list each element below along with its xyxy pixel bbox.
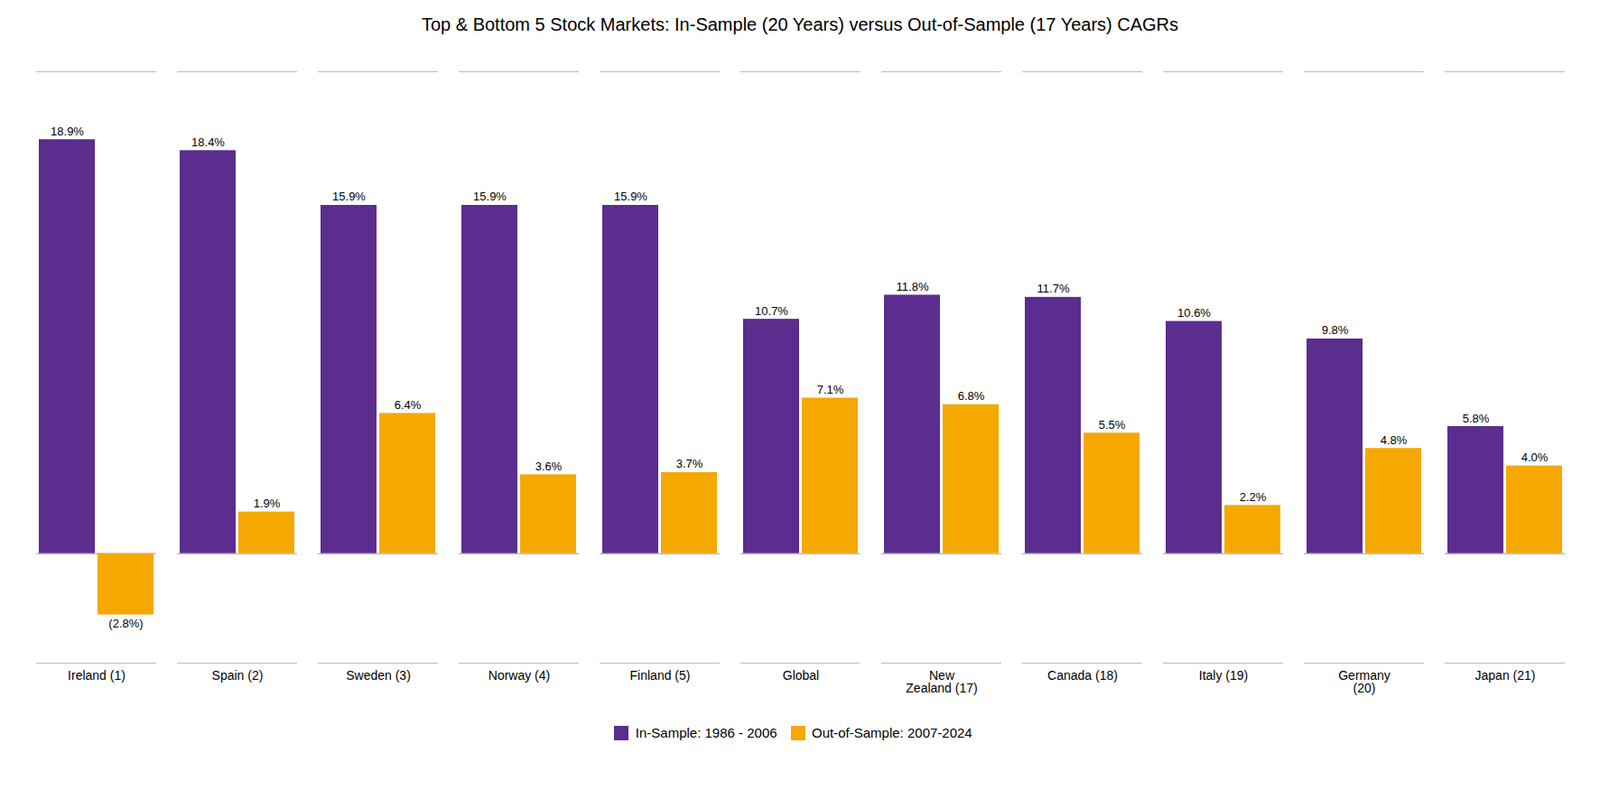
svg-text:7.1%: 7.1%	[817, 382, 845, 397]
svg-text:4.8%: 4.8%	[1380, 433, 1408, 447]
svg-text:Global: Global	[782, 668, 819, 683]
svg-text:6.8%: 6.8%	[958, 389, 986, 403]
svg-text:4.0%: 4.0%	[1521, 450, 1549, 465]
svg-text:Norway (4): Norway (4)	[488, 668, 550, 683]
svg-text:Ireland (1): Ireland (1)	[67, 668, 126, 683]
svg-text:10.6%: 10.6%	[1177, 306, 1211, 320]
svg-text:11.7%: 11.7%	[1037, 281, 1070, 296]
svg-text:3.7%: 3.7%	[676, 456, 704, 471]
svg-text:5.5%: 5.5%	[1098, 418, 1126, 432]
svg-text:15.9%: 15.9%	[332, 189, 366, 204]
html-text:Out-of-Sample: 2007-2024: Out-of-Sample: 2007-2024	[811, 725, 973, 741]
svg-text:9.8%: 9.8%	[1321, 323, 1349, 337]
svg-text:(2.8%): (2.8%)	[108, 616, 143, 631]
svg-text:15.9%: 15.9%	[613, 189, 648, 204]
svg-text:6.4%: 6.4%	[394, 398, 422, 412]
html-text:Top & Bottom 5 Stock Markets:: Top & Bottom 5 Stock Markets: In-Sample …	[421, 14, 1179, 35]
html-text:In-Sample: 1986 - 2006: In-Sample: 1986 - 2006	[635, 725, 778, 741]
svg-text:Germany(20): Germany(20)	[1338, 668, 1391, 696]
svg-text:1.9%: 1.9%	[253, 496, 281, 511]
svg-text:2.2%: 2.2%	[1239, 490, 1267, 504]
svg-text:18.4%: 18.4%	[191, 135, 225, 149]
svg-text:NewZealand (17): NewZealand (17)	[905, 668, 977, 696]
svg-text:Spain (2): Spain (2)	[212, 668, 264, 683]
svg-text:5.8%: 5.8%	[1462, 411, 1490, 426]
svg-text:15.9%: 15.9%	[473, 189, 507, 204]
svg-text:Japan (21): Japan (21)	[1475, 668, 1536, 683]
svg-text:Sweden (3): Sweden (3)	[345, 668, 411, 683]
svg-text:10.7%: 10.7%	[754, 304, 789, 318]
svg-text:18.9%: 18.9%	[50, 124, 84, 139]
svg-text:Italy (19): Italy (19)	[1199, 668, 1248, 683]
svg-text:3.6%: 3.6%	[535, 459, 563, 474]
svg-text:Finland (5): Finland (5)	[630, 668, 691, 683]
svg-text:11.8%: 11.8%	[896, 279, 930, 294]
svg-text:Canada (18): Canada (18)	[1047, 668, 1118, 683]
